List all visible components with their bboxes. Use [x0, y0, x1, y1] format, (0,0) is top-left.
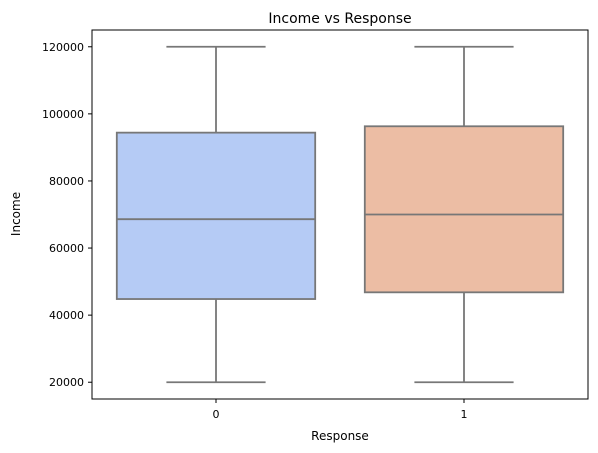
y-tick-label: 20000: [49, 376, 84, 389]
y-axis-label: Income: [9, 192, 23, 236]
chart-title: Income vs Response: [268, 11, 411, 27]
y-tick-label: 100000: [42, 108, 84, 121]
x-tick-label: 0: [213, 408, 220, 421]
y-tick-label: 40000: [49, 309, 84, 322]
plot-frame: [91, 29, 589, 400]
y-tick-label: 80000: [49, 175, 84, 188]
x-axis-label: Response: [311, 429, 369, 443]
y-tick-label: 120000: [42, 41, 84, 54]
x-tick-label: 1: [461, 408, 468, 421]
box-iqr-0: [115, 131, 317, 300]
y-tick-label: 60000: [49, 242, 84, 255]
box-iqr-1: [363, 125, 565, 294]
